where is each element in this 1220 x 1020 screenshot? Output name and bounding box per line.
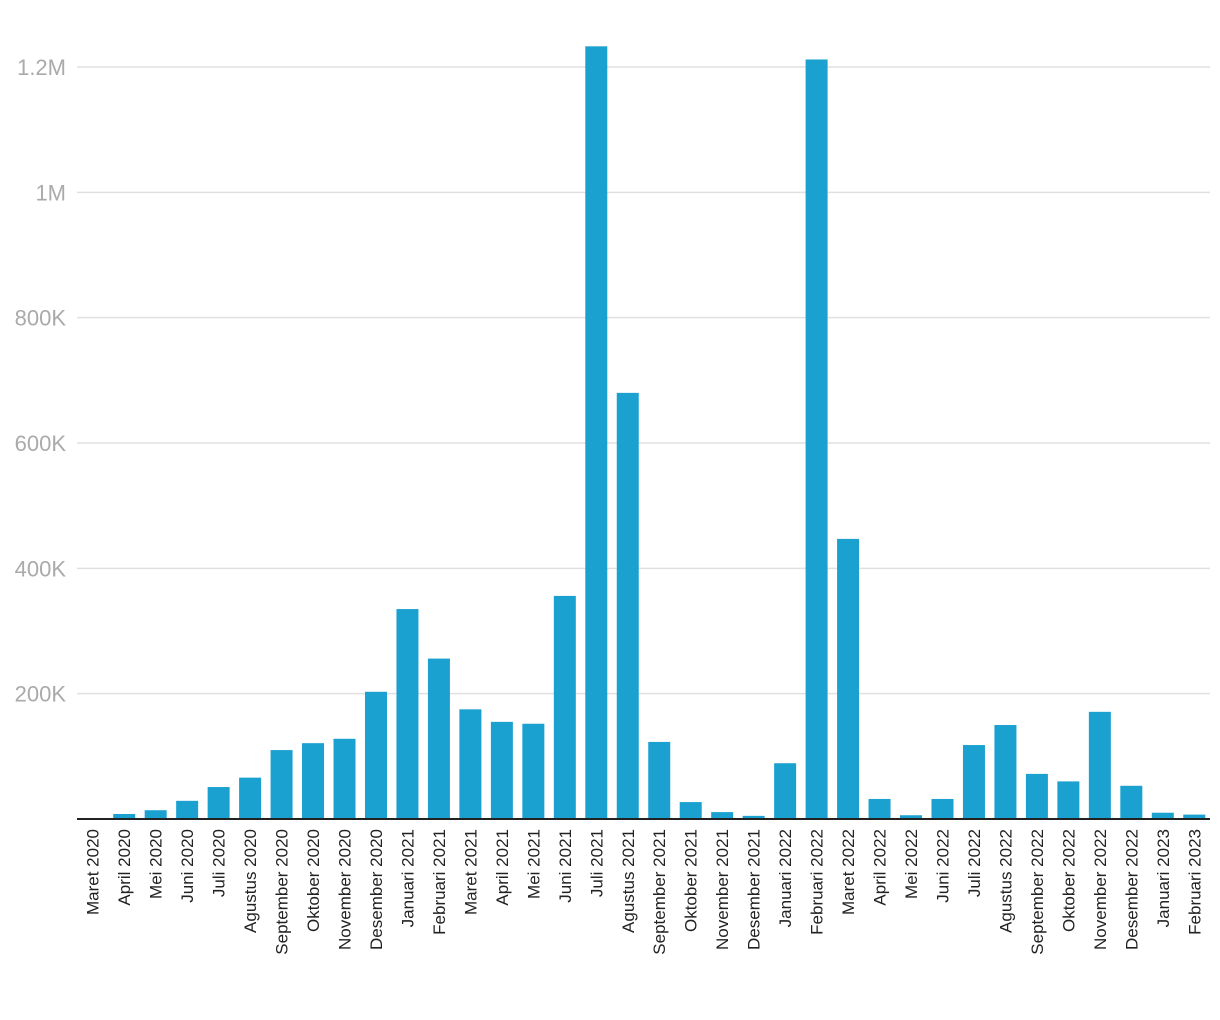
bar[interactable] — [1025, 773, 1048, 819]
x-tick-label: November 2021 — [713, 829, 732, 950]
bar[interactable] — [585, 46, 608, 819]
y-tick-label: 200K — [15, 682, 67, 707]
bar[interactable] — [994, 725, 1017, 819]
bar[interactable] — [774, 763, 797, 819]
x-tick-label: Desember 2022 — [1122, 829, 1141, 950]
bars — [81, 46, 1206, 820]
x-tick-label: Juni 2020 — [178, 829, 197, 903]
bar[interactable] — [1151, 812, 1174, 819]
bar[interactable] — [837, 538, 860, 819]
bar[interactable] — [868, 798, 891, 819]
x-tick-label: Desember 2020 — [367, 829, 386, 950]
bar[interactable] — [113, 813, 136, 819]
bar[interactable] — [144, 810, 167, 819]
x-tick-label: Maret 2020 — [84, 829, 103, 915]
bar[interactable] — [1120, 785, 1143, 819]
bar[interactable] — [962, 745, 985, 819]
x-tick-label: Juni 2022 — [933, 829, 952, 903]
x-tick-label: Mei 2020 — [147, 829, 166, 899]
bar[interactable] — [711, 812, 734, 819]
y-axis-ticks: 200K 400K 600K 800K 1M 1.2M — [15, 55, 67, 707]
x-tick-label: Februari 2022 — [808, 829, 827, 935]
x-tick-label: September 2022 — [1028, 829, 1047, 955]
x-tick-label: Agustus 2022 — [996, 829, 1015, 933]
y-tick-label: 1.2M — [17, 55, 66, 80]
x-tick-label: September 2020 — [273, 829, 292, 955]
bar[interactable] — [459, 709, 482, 819]
x-tick-label: Agustus 2020 — [241, 829, 260, 933]
bar[interactable] — [931, 798, 954, 819]
x-tick-label: Mei 2021 — [524, 829, 543, 899]
x-tick-label: Juli 2021 — [587, 829, 606, 897]
x-axis-ticks: Maret 2020 April 2020 Mei 2020 Juni 2020 Jul… — [84, 829, 1205, 955]
x-tick-label: April 2021 — [493, 829, 512, 906]
x-tick-label: Juli 2020 — [210, 829, 229, 897]
x-tick-label: Februari 2023 — [1185, 829, 1204, 935]
bar[interactable] — [742, 815, 765, 819]
x-tick-label: Januari 2022 — [776, 829, 795, 927]
bar[interactable] — [207, 787, 230, 819]
bar[interactable] — [490, 721, 513, 819]
bar[interactable] — [1057, 781, 1080, 819]
bar[interactable] — [648, 741, 671, 819]
x-tick-label: Oktober 2020 — [304, 829, 323, 932]
x-tick-label: April 2020 — [115, 829, 134, 906]
y-tick-label: 600K — [15, 431, 67, 456]
bar[interactable] — [900, 815, 923, 819]
bar[interactable] — [396, 609, 419, 819]
x-tick-label: Januari 2023 — [1154, 829, 1173, 927]
x-tick-label: Januari 2021 — [398, 829, 417, 927]
y-tick-label: 800K — [15, 306, 67, 331]
bar[interactable] — [427, 658, 450, 819]
y-tick-label: 1M — [35, 180, 66, 205]
bar[interactable] — [333, 738, 356, 819]
bar[interactable] — [176, 800, 199, 819]
bar[interactable] — [1183, 814, 1206, 819]
x-tick-label: Oktober 2021 — [682, 829, 701, 932]
bar[interactable] — [679, 802, 702, 819]
x-tick-label: Agustus 2021 — [619, 829, 638, 933]
gridlines — [77, 66, 1210, 695]
x-tick-label: November 2022 — [1091, 829, 1110, 950]
x-tick-label: Desember 2021 — [745, 829, 764, 950]
x-tick-label: Mei 2022 — [902, 829, 921, 899]
x-tick-label: Maret 2022 — [839, 829, 858, 915]
x-tick-label: April 2022 — [871, 829, 890, 906]
x-tick-label: Juni 2021 — [556, 829, 575, 903]
y-tick-label: 400K — [15, 556, 67, 581]
x-tick-label: September 2021 — [650, 829, 669, 955]
x-tick-label: November 2020 — [336, 829, 355, 950]
x-tick-label: Oktober 2022 — [1059, 829, 1078, 932]
bar[interactable] — [522, 723, 545, 819]
bar[interactable] — [270, 750, 293, 819]
bar[interactable] — [239, 777, 262, 819]
bar[interactable] — [1088, 711, 1111, 819]
x-tick-label: Juli 2022 — [965, 829, 984, 897]
x-tick-label: Februari 2021 — [430, 829, 449, 935]
bar[interactable] — [302, 743, 325, 819]
bar[interactable] — [805, 59, 828, 820]
bar[interactable] — [553, 595, 576, 819]
bar[interactable] — [364, 691, 387, 819]
bar[interactable] — [616, 392, 639, 819]
x-tick-label: Maret 2021 — [461, 829, 480, 915]
